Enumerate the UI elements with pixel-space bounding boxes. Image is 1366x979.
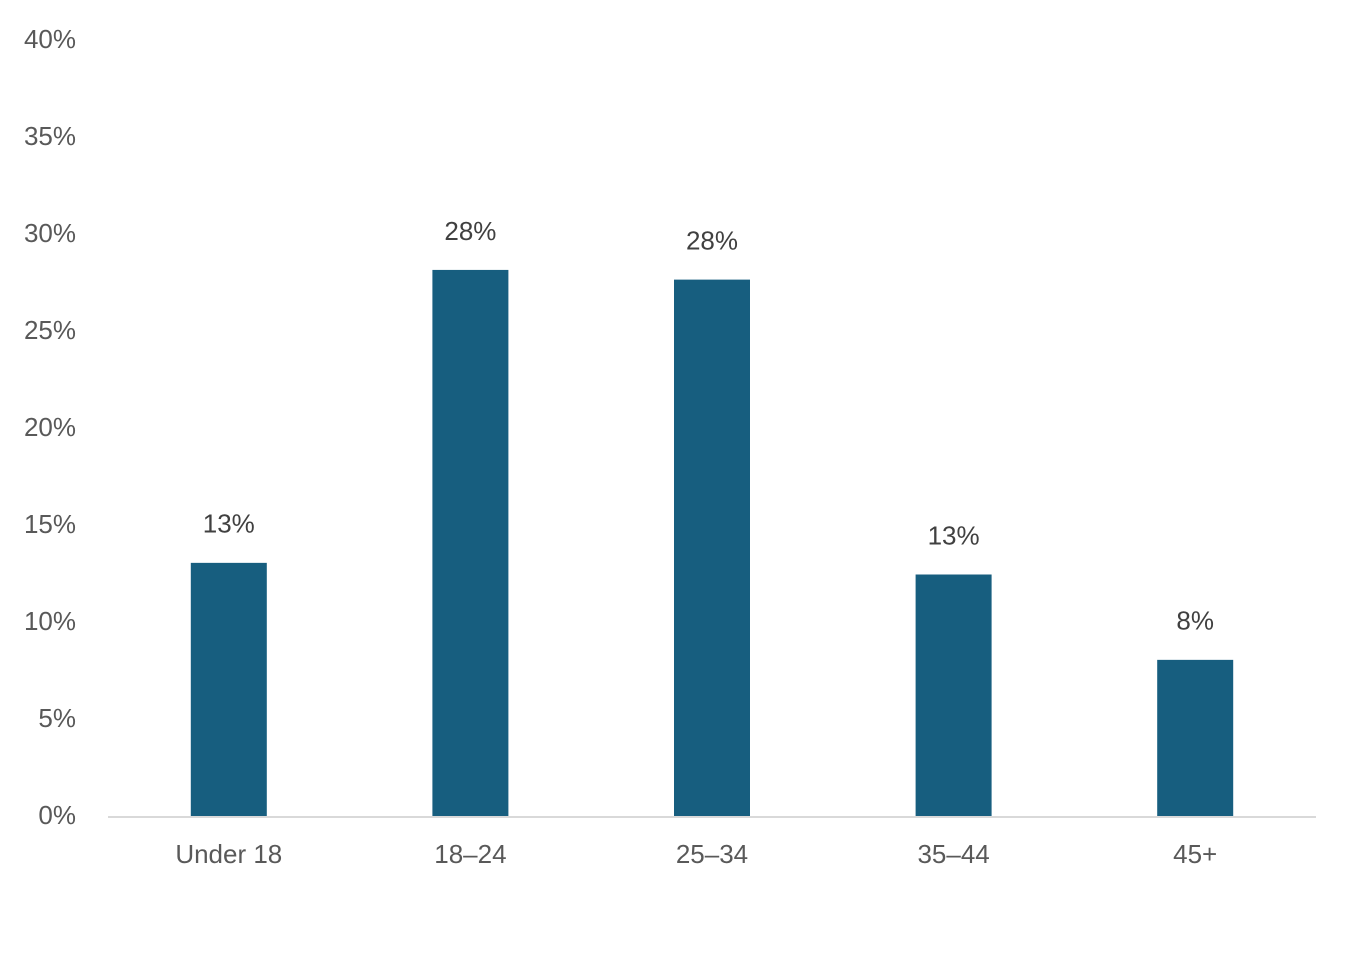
data-label: 13%	[203, 509, 255, 539]
y-tick-label: 25%	[24, 315, 76, 345]
bar	[432, 269, 509, 817]
y-tick-label: 15%	[24, 509, 76, 539]
y-tick-label: 20%	[24, 412, 76, 442]
y-tick-label: 30%	[24, 218, 76, 248]
x-tick-label: 35–44	[917, 839, 989, 869]
y-tick-label: 35%	[24, 121, 76, 151]
data-label: 8%	[1176, 606, 1214, 636]
x-tick-label: Under 18	[175, 839, 282, 869]
data-label: 13%	[928, 520, 980, 550]
data-label: 28%	[686, 225, 738, 255]
y-tick-label: 0%	[38, 800, 76, 830]
bar	[915, 574, 992, 817]
data-label: 28%	[444, 216, 496, 246]
y-tick-label: 5%	[38, 703, 76, 733]
bar	[190, 562, 267, 817]
bar	[674, 279, 750, 817]
y-tick-label: 40%	[24, 24, 76, 54]
x-tick-label: 18–24	[434, 839, 506, 869]
bar	[1157, 659, 1234, 817]
x-tick-label: 25–34	[676, 839, 748, 869]
x-tick-label: 45+	[1173, 839, 1217, 869]
y-tick-label: 10%	[24, 606, 76, 636]
